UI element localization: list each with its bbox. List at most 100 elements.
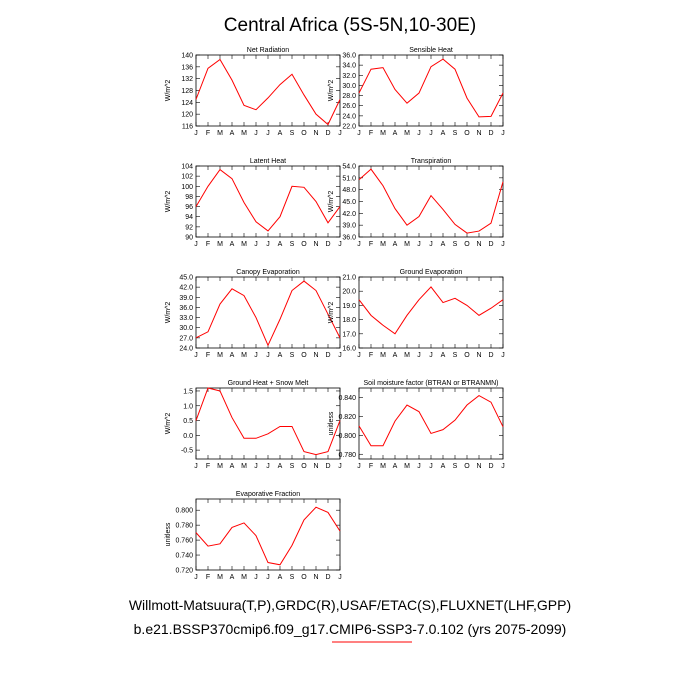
x-tick-label: M [404,352,410,359]
x-tick-label: A [278,130,283,137]
panel-title: Net Radiation [247,47,290,54]
x-tick-label: M [217,574,223,581]
y-tick-label: 104 [181,164,193,171]
x-tick-label: F [206,241,210,248]
x-tick-label: O [464,463,470,470]
series-line [195,58,341,126]
x-tick-label: S [453,352,458,359]
x-tick-label: A [393,352,398,359]
y-tick-label: 102 [181,174,193,181]
y-tick-label: 26.0 [342,103,356,110]
y-tick-label: 94 [185,214,193,221]
series-line [358,286,504,335]
x-tick-label: F [369,241,373,248]
panel-7: Ground Heat + Snow Melt 1.5 1.0 0.5 0.0 -0.5 J… [165,380,342,470]
y-tick-label: 42.0 [342,211,356,218]
x-tick-label: A [230,352,235,359]
series-line [195,168,341,232]
x-tick-label: A [278,241,283,248]
y-tick-label: 116 [182,124,193,131]
x-tick-label: A [230,130,235,137]
figure-title: Central Africa (5S-5N,10-30E) [224,15,476,36]
panel-8: Soil moisture factor (BTRAN or BTRANMN) 0… [328,380,505,470]
y-axis-label: W/m^2 [328,80,335,102]
panel-9: Evaporative Fraction 0.800 0.780 0.760 0.740… [165,491,342,581]
y-tick-label: -0.5 [181,448,193,455]
y-tick-label: 33.0 [179,315,193,322]
x-tick-label: J [254,130,258,137]
series-line [358,168,504,234]
x-tick-label: A [441,352,446,359]
y-tick-label: 100 [181,184,193,191]
x-tick-label: J [266,463,270,470]
y-tick-label: 51.0 [342,175,356,182]
x-tick-label: J [338,130,342,137]
x-tick-label: N [313,130,318,137]
y-tick-label: 20.0 [342,289,356,296]
panel-title: Sensible Heat [409,47,453,54]
y-tick-label: 36.0 [179,305,193,312]
y-axis-label: W/m^2 [328,302,335,324]
x-tick-label: A [278,463,283,470]
caption-line-2: b.e21.BSSP370cmip6.f09_g17.CMIP6-SSP3-7.… [134,621,567,637]
x-tick-label: J [254,241,258,248]
panel-title: Canopy Evaporation [236,269,300,276]
x-tick-label: J [417,241,421,248]
x-tick-label: J [429,463,433,470]
x-tick-label: J [357,463,361,470]
y-tick-label: 132 [181,76,193,83]
caption-line-1: Willmott-Matsuura(T,P),GRDC(R),USAF/ETAC… [129,597,571,613]
x-tick-label: S [290,241,295,248]
x-tick-label: A [278,352,283,359]
x-tick-label: O [464,241,470,248]
panel-2: Sensible Heat 36.0 34.0 32.0 30.0 28.0 26.0 24.… [328,47,505,137]
x-tick-label: S [453,241,458,248]
x-tick-label: M [241,574,247,581]
x-tick-label: S [453,130,458,137]
x-tick-label: O [464,352,470,359]
x-tick-label: M [241,130,247,137]
y-tick-label: 0.780 [338,452,356,459]
y-axis-label: W/m^2 [165,191,172,213]
panel-title: Soil moisture factor (BTRAN or BTRANMN) [364,380,499,387]
x-tick-label: A [230,241,235,248]
y-tick-label: 21.0 [342,275,356,282]
x-tick-label: M [217,130,223,137]
y-tick-label: 34.0 [342,63,356,70]
panel-title: Ground Evaporation [400,269,463,276]
y-tick-label: 0.720 [175,568,193,575]
x-tick-label: O [464,130,470,137]
x-tick-label: J [194,130,198,137]
panel-6: Ground Evaporation 21.0 20.0 19.0 18.0 17.0 16… [328,269,505,359]
x-tick-label: A [278,574,283,581]
x-tick-label: J [338,574,342,581]
x-tick-label: D [488,352,493,359]
x-tick-label: A [441,130,446,137]
y-tick-label: 39.0 [179,295,193,302]
y-axis-label: W/m^2 [165,413,172,435]
y-tick-label: 54.0 [342,164,356,171]
x-tick-label: J [417,130,421,137]
y-tick-label: 0.800 [338,433,356,440]
x-tick-label: D [325,574,330,581]
plot-frame [195,165,341,238]
x-tick-label: A [393,241,398,248]
x-tick-label: J [194,241,198,248]
x-tick-label: O [301,352,307,359]
x-tick-label: N [476,463,481,470]
x-tick-label: J [417,352,421,359]
x-tick-label: M [380,463,386,470]
y-tick-label: 30.0 [179,325,193,332]
x-tick-label: M [380,352,386,359]
x-tick-label: J [266,352,270,359]
x-tick-label: O [301,241,307,248]
x-tick-label: N [476,352,481,359]
x-tick-label: D [325,241,330,248]
panel-title: Evaporative Fraction [236,491,300,498]
x-tick-label: M [241,352,247,359]
x-tick-label: J [338,463,342,470]
x-tick-label: M [404,241,410,248]
